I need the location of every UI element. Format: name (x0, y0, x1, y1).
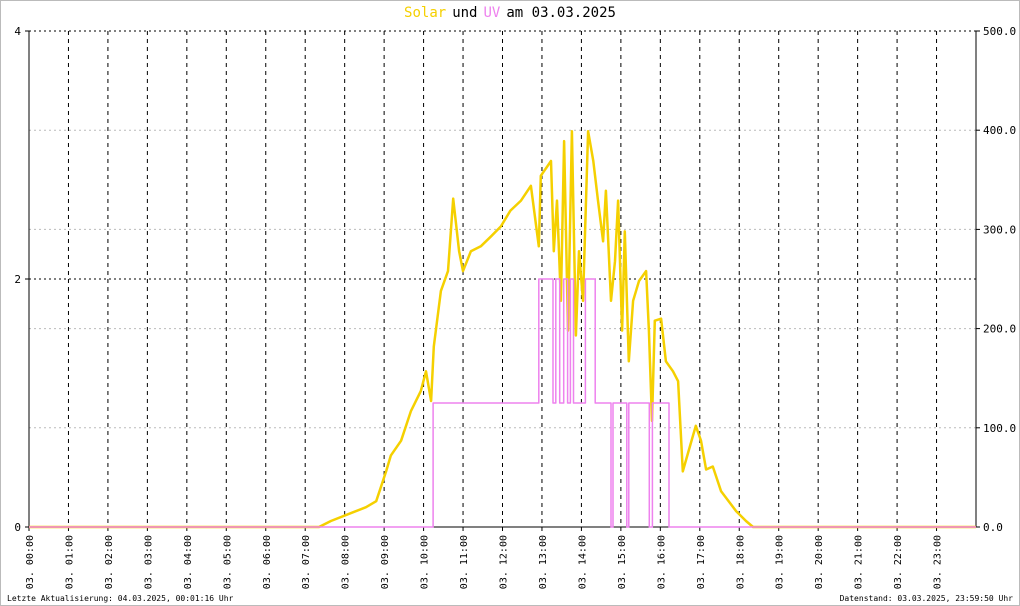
x-tick-label: 03. 15:00 (617, 535, 628, 589)
x-tick-label: 03. 09:00 (380, 535, 391, 589)
y2-tick-label: 100.0 (983, 422, 1016, 435)
x-tick-label: 03. 08:00 (341, 535, 352, 589)
y2-tick-label: 200.0 (983, 323, 1016, 336)
x-tick-label: 03. 16:00 (656, 535, 667, 589)
x-tick-label: 03. 11:00 (459, 535, 470, 589)
y-tick-label: 2 (14, 273, 21, 286)
title-series-uv: UV (483, 5, 501, 21)
x-tick-label: 03. 07:00 (301, 535, 312, 589)
x-tick-label: 03. 20:00 (814, 535, 825, 589)
title-date: am 03.03.2025 (506, 5, 616, 21)
x-tick-label: 03. 17:00 (696, 535, 707, 589)
y2-tick-label: 500.0 (983, 25, 1016, 38)
y-tick-label: 0 (14, 521, 21, 534)
y2-tick-label: 400.0 (983, 124, 1016, 137)
title-join: und (452, 5, 478, 21)
x-tick-label: 03. 13:00 (538, 535, 549, 589)
x-tick-label: 03. 05:00 (222, 535, 233, 589)
x-tick-label: 03. 14:00 (577, 535, 588, 589)
x-tick-label: 03. 18:00 (735, 535, 746, 589)
x-tick-label: 03. 23:00 (933, 535, 944, 589)
series-line (29, 278, 976, 528)
x-tick-label: 03. 01:00 (64, 535, 75, 589)
y-tick-label: 4 (14, 25, 21, 38)
x-tick-label: 03. 04:00 (183, 535, 194, 589)
x-tick-label: 03. 12:00 (499, 535, 510, 589)
x-tick-label: 03. 06:00 (262, 535, 273, 589)
footer-data-state: Datenstand: 03.03.2025, 23:59:50 Uhr (839, 594, 1013, 603)
y2-tick-label: 300.0 (983, 223, 1016, 236)
x-tick-label: 03. 19:00 (775, 535, 786, 589)
x-tick-label: 03. 21:00 (854, 535, 865, 589)
y2-tick-label: 0.0 (983, 521, 1003, 534)
x-tick-label: 03. 02:00 (104, 535, 115, 589)
x-tick-label: 03. 10:00 (420, 535, 431, 589)
x-tick-label: 03. 22:00 (893, 535, 904, 589)
footer-updated: Letzte Aktualisierung: 04.03.2025, 00:01… (7, 594, 234, 603)
x-tick-label: 03. 00:00 (25, 535, 36, 589)
x-tick-label: 03. 03:00 (143, 535, 154, 589)
title-series-solar: Solar (404, 5, 447, 21)
series-line (29, 129, 976, 529)
chart-title: Solar und UV am 03.03.2025 (1, 5, 1019, 21)
